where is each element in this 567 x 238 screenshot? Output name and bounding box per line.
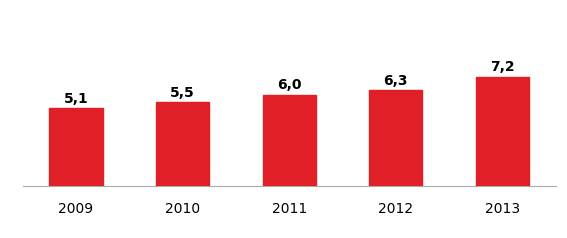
Bar — [263, 95, 316, 186]
Bar — [476, 77, 529, 186]
Text: 7,2: 7,2 — [490, 60, 515, 74]
Text: 5,5: 5,5 — [170, 86, 195, 100]
Bar — [369, 90, 422, 186]
Text: 6,3: 6,3 — [383, 74, 408, 88]
Text: 5,1: 5,1 — [64, 92, 88, 106]
Bar — [156, 102, 209, 186]
Bar — [49, 108, 103, 186]
Text: 6,0: 6,0 — [277, 79, 302, 93]
